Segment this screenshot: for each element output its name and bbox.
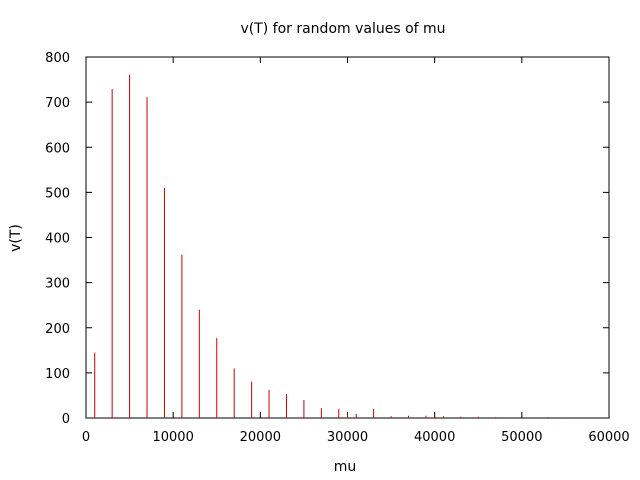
x-tick-label: 50000 [501,430,542,445]
y-tick-label: 100 [45,367,70,382]
chart-title: v(T) for random values of mu [240,21,445,37]
x-tick-label: 0 [82,430,90,445]
x-tick-label: 30000 [327,430,368,445]
x-axis-label: mu [334,459,357,475]
y-axis-label: v(T) [8,224,24,252]
y-tick-label: 400 [45,232,70,247]
x-tick-label: 20000 [240,430,281,445]
x-tick-label: 10000 [152,430,193,445]
y-tick-label: 600 [45,141,70,156]
y-tick-label: 0 [62,412,70,427]
x-axis: 0 10000 20000 30000 40000 50000 60000 [82,57,630,445]
y-tick-label: 500 [45,186,70,201]
bars [94,74,566,418]
y-tick-label: 200 [45,322,70,337]
y-tick-label: 700 [45,96,70,111]
y-axis: 0 100 200 300 400 500 600 700 800 [45,51,609,427]
y-tick-label: 300 [45,277,70,292]
y-tick-label: 800 [45,51,70,66]
x-tick-label: 60000 [588,430,629,445]
x-tick-label: 40000 [414,430,455,445]
